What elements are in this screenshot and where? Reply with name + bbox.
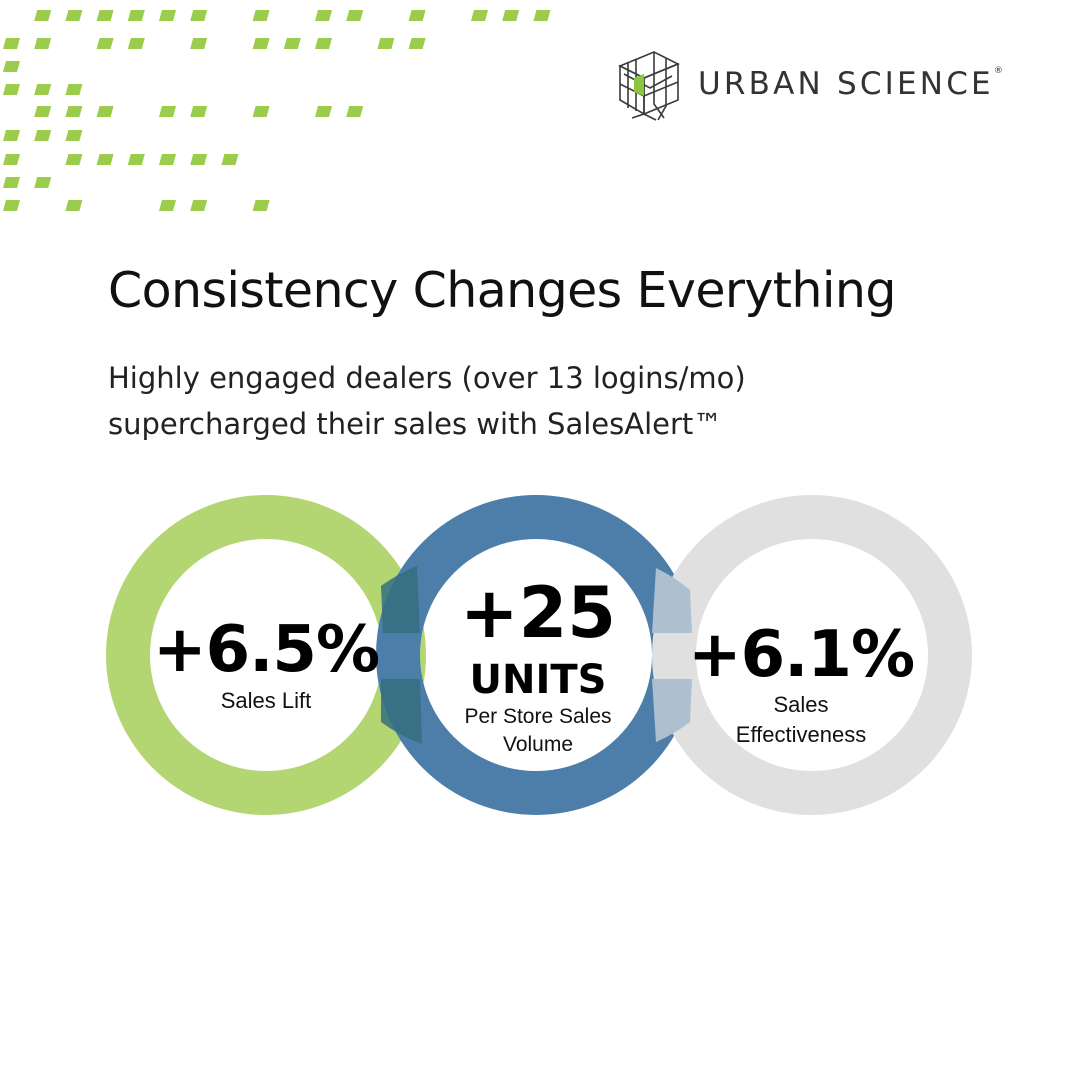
- stat-value: +6.5%: [152, 613, 380, 687]
- pattern-square: [127, 10, 145, 21]
- pattern-square: [533, 10, 551, 21]
- pattern-square: [408, 38, 426, 49]
- pattern-square: [315, 38, 332, 49]
- pattern-square: [34, 84, 52, 95]
- pattern-square: [3, 38, 20, 49]
- urban-science-logo: URBAN SCIENCE®: [614, 44, 1044, 126]
- pattern-square: [65, 10, 83, 21]
- stat-label-line-2: Effectiveness: [735, 722, 867, 747]
- stat-label-line-2: Volume: [502, 733, 574, 756]
- pattern-square: [3, 200, 20, 211]
- pattern-square: [190, 154, 208, 165]
- pattern-square: [34, 106, 52, 117]
- pattern-square: [3, 84, 20, 95]
- pattern-square: [96, 154, 114, 165]
- pattern-square: [127, 154, 145, 165]
- pattern-square: [65, 106, 83, 117]
- pattern-square: [190, 10, 208, 21]
- cube-frame-icon: [618, 51, 680, 121]
- pattern-square: [3, 177, 20, 188]
- pattern-square: [252, 38, 270, 49]
- stat-label: Sales Lift: [220, 688, 312, 713]
- pattern-square: [65, 154, 83, 165]
- pattern-square: [502, 10, 520, 21]
- pattern-square: [190, 200, 208, 211]
- stat-value: +6.1%: [687, 618, 915, 692]
- pattern-square: [346, 10, 364, 21]
- subtitle: Highly engaged dealers (over 13 logins/m…: [108, 355, 868, 447]
- pattern-square: [34, 130, 52, 141]
- stat-sales-effectiveness: +6.1% Sales Effectiveness: [668, 620, 934, 750]
- pattern-square: [315, 106, 332, 117]
- subtitle-line-1: Highly engaged dealers (over 13 logins/m…: [108, 361, 746, 395]
- ring-sales-effectiveness: [652, 495, 972, 815]
- pattern-square: [96, 106, 114, 117]
- overlap-blue-gray: [652, 568, 692, 633]
- pattern-square: [408, 10, 426, 21]
- stat-unit: UNITS: [469, 657, 607, 703]
- pattern-square: [3, 154, 20, 165]
- pattern-square: [252, 106, 270, 117]
- pattern-square: [159, 10, 176, 21]
- stat-units: +25 UNITS Per Store Sales Volume: [420, 573, 656, 759]
- stat-sales-lift: +6.5% Sales Lift: [130, 612, 402, 716]
- overlap-green-blue: [381, 566, 420, 633]
- pattern-square: [159, 106, 176, 117]
- pattern-square: [159, 154, 176, 165]
- stat-label-line-1: Sales: [773, 692, 829, 717]
- decorative-square-pattern: [3, 10, 551, 211]
- pattern-square: [34, 10, 52, 21]
- pattern-square: [127, 38, 145, 49]
- pattern-square: [3, 130, 20, 141]
- pattern-square: [34, 177, 52, 188]
- pattern-square: [159, 200, 176, 211]
- pattern-square: [252, 200, 270, 211]
- subtitle-line-2: supercharged their sales with SalesAlert…: [108, 407, 723, 441]
- pattern-square: [34, 38, 52, 49]
- pattern-square: [346, 106, 364, 117]
- stat-label-line-1: Per Store Sales: [464, 705, 612, 728]
- brand-wordmark: URBAN SCIENCE®: [698, 66, 1003, 102]
- page-title: Consistency Changes Everything: [108, 262, 896, 319]
- pattern-square: [190, 106, 208, 117]
- pattern-square: [283, 38, 301, 49]
- pattern-square: [65, 84, 83, 95]
- overlap-blue-gray-lower: [652, 679, 692, 742]
- pattern-square: [221, 154, 239, 165]
- pattern-square: [3, 61, 20, 72]
- pattern-square: [96, 38, 114, 49]
- pattern-square: [315, 10, 332, 21]
- stat-value: +25: [459, 572, 617, 654]
- pattern-square: [252, 10, 270, 21]
- overlap-green-blue-lower: [381, 679, 422, 744]
- pattern-square: [190, 38, 208, 49]
- pattern-square: [65, 200, 83, 211]
- pattern-square: [471, 10, 488, 21]
- pattern-square: [96, 10, 114, 21]
- pattern-square: [65, 130, 83, 141]
- pattern-square: [377, 38, 395, 49]
